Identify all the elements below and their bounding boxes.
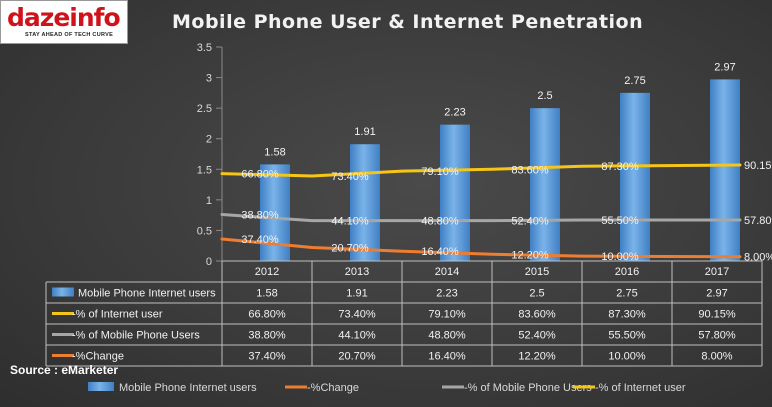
x-category-label: 2013 [345, 266, 369, 278]
bar-value-label: 2.97 [714, 61, 735, 73]
table-cell: 12.20% [518, 351, 556, 363]
table-cell: 73.40% [338, 309, 376, 321]
line-value-label: 44.10% [331, 216, 369, 228]
x-category-label: 2017 [705, 266, 729, 278]
x-category-label: 2015 [525, 266, 549, 278]
line-0 [220, 163, 742, 178]
bar-2013 [350, 144, 380, 261]
table-cell: 1.58 [256, 288, 277, 300]
line-value-label: 16.40% [421, 246, 459, 258]
table-key-bar [52, 287, 74, 297]
line-value-label: 90.15% [744, 160, 772, 172]
legend-item: -% of Internet user [595, 382, 686, 394]
table-series-name: -%Change [72, 351, 124, 363]
y-tick-label: 2.5 [197, 103, 212, 115]
table-cell: 83.60% [518, 309, 556, 321]
table-cell: 87.30% [608, 309, 646, 321]
table-cell: 10.00% [608, 351, 646, 363]
legend-item: -%Change [307, 382, 359, 394]
line-value-label: 12.20% [511, 249, 549, 261]
line-1 [220, 213, 742, 223]
line-value-label: 8.00% [744, 252, 772, 264]
line-value-label: 37.40% [241, 234, 279, 246]
table-cell: 16.40% [428, 351, 466, 363]
table-cell: 20.70% [338, 351, 376, 363]
line-value-label: 66.80% [241, 169, 279, 181]
logo-word: dazeinfo [7, 3, 121, 32]
line-value-label: 79.10% [421, 166, 459, 178]
y-tick-label: 1.5 [197, 164, 212, 176]
line-value-label: 20.70% [331, 243, 369, 255]
bar-value-label: 2.23 [444, 107, 465, 119]
y-tick-label: 2 [206, 134, 212, 146]
line-value-label: 55.50% [601, 215, 639, 227]
table-cell: 38.80% [248, 330, 286, 342]
table-cell: 44.10% [338, 330, 376, 342]
y-tick-label: 0.5 [197, 225, 212, 237]
table-cell: 79.10% [428, 309, 466, 321]
bar-2016 [620, 92, 650, 261]
y-tick-label: 3 [206, 73, 212, 85]
table-cell: 90.15% [698, 309, 736, 321]
line-value-label: 10.00% [601, 251, 639, 263]
source-note: Source : eMarketer [10, 363, 119, 377]
line-value-label: 52.40% [511, 216, 549, 228]
y-tick-label: 1 [206, 195, 212, 207]
bar-value-label: 2.5 [537, 90, 552, 102]
bar-2017 [710, 79, 740, 261]
line-value-label: 83.60% [511, 164, 549, 176]
legend-item: Mobile Phone Internet users [119, 382, 257, 394]
bar-2015 [530, 108, 560, 262]
table-cell: 2.75 [616, 288, 637, 300]
logo-tagline: STAY AHEAD OF TECH CURVE [25, 32, 114, 38]
line-value-label: 48.80% [421, 216, 459, 228]
table-cell: 2.23 [436, 288, 457, 300]
table-cell: 37.40% [248, 351, 286, 363]
x-category-label: 2014 [435, 266, 459, 278]
table-cell: 2.97 [706, 288, 727, 300]
line-value-label: 38.80% [241, 210, 279, 222]
bar-value-label: 2.75 [624, 75, 645, 87]
x-category-label: 2012 [255, 266, 279, 278]
bar-value-label: 1.58 [264, 146, 285, 158]
table-cell: 55.50% [608, 330, 646, 342]
table-cell: 2.5 [529, 288, 544, 300]
table-cell: 57.80% [698, 330, 736, 342]
chart-title: Mobile Phone User & Internet Penetration [172, 11, 644, 33]
line-2 [220, 237, 742, 259]
table-cell: 52.40% [518, 330, 556, 342]
table-series-name: -% of Internet user [72, 309, 163, 321]
x-category-label: 2016 [615, 266, 639, 278]
y-tick-label: 0 [206, 256, 212, 268]
legend-key-bar [88, 382, 114, 391]
line-value-label: 87.30% [601, 161, 639, 173]
line-value-label: 73.40% [331, 171, 369, 183]
table-cell: 48.80% [428, 330, 466, 342]
bar-value-label: 1.91 [354, 126, 375, 138]
bar-2014 [440, 124, 470, 261]
dazeinfo-logo: dazeinfo STAY AHEAD OF TECH CURVE [0, 0, 128, 44]
y-tick-label: 3.5 [197, 42, 212, 54]
table-series-name: -% of Mobile Phone Users [72, 330, 200, 342]
table-series-name: Mobile Phone Internet users [78, 288, 216, 300]
table-cell: 66.80% [248, 309, 286, 321]
line-value-label: 57.80% [744, 215, 772, 227]
legend-item: -% of Mobile Phone Users [464, 382, 592, 394]
table-cell: 8.00% [701, 351, 732, 363]
table-cell: 1.91 [346, 288, 367, 300]
